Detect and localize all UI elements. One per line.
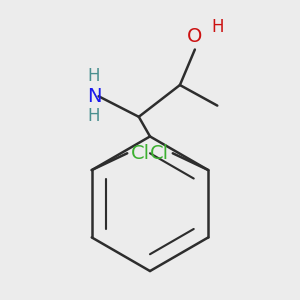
Text: N: N	[87, 87, 101, 106]
Text: H: H	[88, 67, 100, 85]
Text: H: H	[212, 18, 224, 36]
Text: Cl: Cl	[131, 144, 150, 163]
Text: Cl: Cl	[150, 144, 169, 163]
Text: H: H	[88, 107, 100, 125]
Text: O: O	[187, 27, 202, 46]
